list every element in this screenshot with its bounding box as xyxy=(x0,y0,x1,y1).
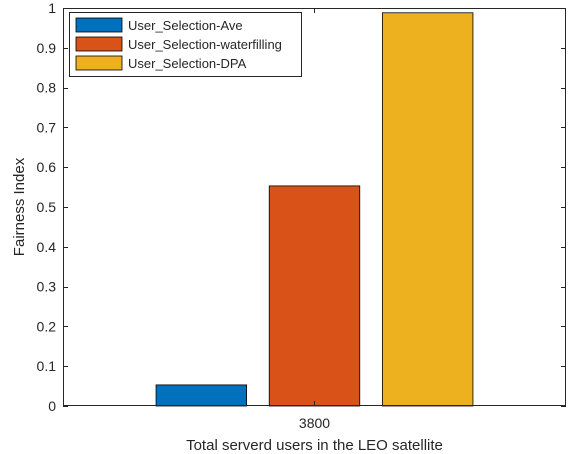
y-tick-label: 0.4 xyxy=(37,239,57,255)
legend-entry-label: User_Selection-Ave xyxy=(128,18,243,33)
y-tick-label: 0.9 xyxy=(37,40,57,56)
x-tick-label: 3800 xyxy=(299,415,330,431)
legend-entry-label: User_Selection-waterfilling xyxy=(128,37,282,52)
y-tick-label: 0 xyxy=(48,398,56,414)
y-tick-label: 0.2 xyxy=(37,318,57,334)
y-tick-label: 0.5 xyxy=(37,199,57,215)
bar-user-selection-dpa xyxy=(382,12,474,407)
x-axis-label: Total serverd users in the LEO satellite xyxy=(186,437,443,454)
bar-user-selection-waterfilling xyxy=(268,185,361,407)
legend-swatch xyxy=(75,17,123,33)
axes-box xyxy=(63,8,566,406)
bar-group xyxy=(155,12,474,407)
y-axis-label: Fairness Index xyxy=(11,157,28,256)
y-tick-label: 0.1 xyxy=(37,358,57,374)
legend-entry-label: User_Selection-DPA xyxy=(128,56,247,71)
y-tick-label: 0.8 xyxy=(37,80,57,96)
y-axis-ticks: 0 0.1 0.2 0.3 0.4 0.5 0.6 0.7 0.8 0.9 1 xyxy=(37,0,566,414)
y-tick-label: 0.3 xyxy=(37,279,57,295)
legend-swatch xyxy=(75,36,123,52)
y-tick-label: 0.7 xyxy=(37,119,57,135)
y-tick-label: 0.6 xyxy=(37,159,57,175)
legend: User_Selection-Ave User_Selection-waterfi… xyxy=(69,12,302,77)
y-tick-label: 1 xyxy=(48,0,56,16)
legend-swatch xyxy=(75,55,123,71)
bar-user-selection-ave xyxy=(155,384,247,407)
